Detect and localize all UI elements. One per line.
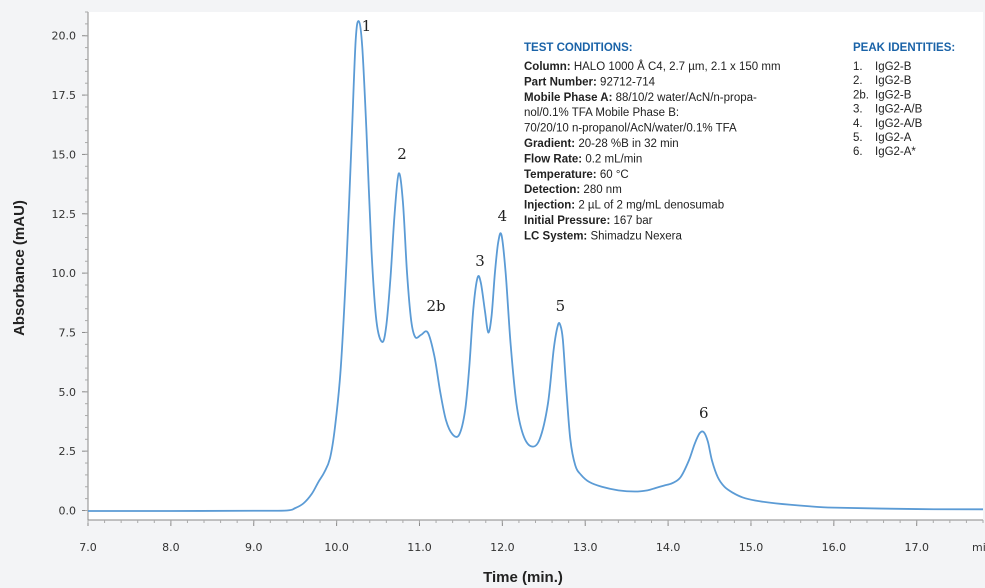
peak-identity-name: IgG2-B <box>875 75 912 87</box>
peak-identity-name: IgG2-A/B <box>875 104 923 116</box>
chromatogram-trace <box>87 20 984 512</box>
peak-identity-number: 4. <box>853 118 863 130</box>
peak-labels: 1 2 2b 3 4 5 6 <box>362 17 709 422</box>
x-tick-label: 16.0 <box>822 541 847 554</box>
y-tick-label: 5.0 <box>59 386 77 399</box>
peak-identities-lines: 1. IgG2-B 2. IgG2-B 2b. IgG2-B 3. IgG2-A/B 4. IgG… <box>853 61 923 158</box>
test-condition-line: LC System: Shimadzu Nexera <box>524 230 682 242</box>
test-conditions-heading: TEST CONDITIONS: <box>524 42 633 54</box>
x-tick-label: 9.0 <box>245 541 263 554</box>
test-condition-value: HALO 1000 Å C4, 2.7 µm, 2.1 x 150 mm <box>571 60 781 73</box>
test-condition-line: Mobile Phase A: 88/10/2 water/AcN/n-prop… <box>524 92 757 104</box>
y-tick-label: 7.5 <box>59 326 77 339</box>
test-condition-value: 2 µL of 2 mg/mL denosumab <box>575 200 724 212</box>
peak-identity-name: IgG2-B <box>875 61 912 73</box>
test-condition-line: nol/0.1% TFA Mobile Phase B: <box>524 107 679 119</box>
peak-identity-number: 1. <box>853 61 863 73</box>
x-tick-label: 10.0 <box>324 541 349 554</box>
test-condition-label: Injection: <box>524 200 575 212</box>
peak-identity-number: 5. <box>853 132 863 144</box>
peak-identity-number: 2. <box>853 75 863 87</box>
x-tick-label: 7.0 <box>79 541 97 554</box>
peak-label: 2 <box>397 145 407 163</box>
peak-label: 1 <box>362 17 372 35</box>
test-condition-label: Initial Pressure: <box>524 215 610 227</box>
test-condition-label: Gradient: <box>524 138 575 150</box>
test-condition-value: 0.2 mL/min <box>582 153 642 165</box>
test-conditions-panel: TEST CONDITIONS: Column: HALO 1000 Å C4,… <box>524 42 781 242</box>
axes: 7.0 8.0 9.0 10.0 11.0 12.0 13.0 14.0 15.0 16.0 17.… <box>52 11 984 554</box>
test-condition-label: Column: <box>524 61 571 73</box>
test-condition-value: 88/10/2 water/AcN/n-propa- <box>612 92 757 104</box>
x-tick-label: 14.0 <box>656 541 681 554</box>
test-condition-value: 70/20/10 n-propanol/AcN/water/0.1% TFA <box>524 123 737 135</box>
y-tick-label: 20.0 <box>52 30 77 43</box>
y-tick-label: 10.0 <box>52 267 77 280</box>
x-tick-label: 11.0 <box>407 541 432 554</box>
peak-identities-panel: PEAK IDENTITIES: 1. IgG2-B 2. IgG2-B 2b. IgG2… <box>853 42 955 158</box>
test-condition-label: Temperature: <box>524 169 597 181</box>
test-condition-value: Shimadzu Nexera <box>587 230 682 242</box>
test-condition-line: Detection: 280 nm <box>524 184 622 196</box>
test-condition-line: Flow Rate: 0.2 mL/min <box>524 153 642 165</box>
test-condition-line: Gradient: 20-28 %B in 32 min <box>524 138 679 150</box>
x-tick-label: 15.0 <box>739 541 764 554</box>
peak-identity-name: IgG2-A/B <box>875 118 923 130</box>
test-condition-value: 20-28 %B in 32 min <box>575 138 679 150</box>
test-condition-value: 60 °C <box>597 169 629 181</box>
test-condition-value: 280 nm <box>580 184 622 196</box>
peak-identity-number: 3. <box>853 104 863 116</box>
x-axis-unit: min <box>972 541 985 554</box>
y-tick-label: 15.0 <box>52 148 77 161</box>
peak-identity-number: 6. <box>853 146 863 158</box>
test-condition-line: Column: HALO 1000 Å C4, 2.7 µm, 2.1 x 15… <box>524 60 781 73</box>
test-condition-line: Temperature: 60 °C <box>524 169 629 181</box>
plot-series <box>87 20 984 512</box>
peak-label: 5 <box>556 297 566 315</box>
test-condition-label: Flow Rate: <box>524 153 582 165</box>
x-axis-title: Time (min.) <box>483 569 563 586</box>
peak-label: 2b <box>426 297 445 315</box>
test-condition-line: Part Number: 92712-714 <box>524 76 656 88</box>
peak-identity-name: IgG2-A* <box>875 146 916 158</box>
y-tick-label: 12.5 <box>52 208 77 221</box>
plot-area <box>88 12 983 520</box>
test-condition-line: Initial Pressure: 167 bar <box>524 215 653 227</box>
test-condition-label: LC System: <box>524 230 587 242</box>
test-condition-label: Part Number: <box>524 76 597 88</box>
test-condition-line: Injection: 2 µL of 2 mg/mL denosumab <box>524 200 724 212</box>
peak-identity-number: 2b. <box>853 89 869 101</box>
peak-label: 4 <box>498 207 508 225</box>
peak-identities-heading: PEAK IDENTITIES: <box>853 42 955 54</box>
test-condition-label: Detection: <box>524 184 580 196</box>
x-tick-label: 13.0 <box>573 541 598 554</box>
test-conditions-lines: Column: HALO 1000 Å C4, 2.7 µm, 2.1 x 15… <box>524 60 781 242</box>
peak-identity-name: IgG2-A <box>875 132 912 144</box>
peak-identity-name: IgG2-B <box>875 89 912 101</box>
test-condition-value: 92712-714 <box>597 76 656 88</box>
peak-label: 6 <box>699 404 709 422</box>
x-tick-label: 17.0 <box>904 541 929 554</box>
test-condition-value: 167 bar <box>610 215 652 227</box>
y-axis-title: Absorbance (mAU) <box>11 200 28 336</box>
y-tick-label: 17.5 <box>52 89 77 102</box>
test-condition-line: 70/20/10 n-propanol/AcN/water/0.1% TFA <box>524 123 737 135</box>
y-tick-label: 0.0 <box>59 505 77 518</box>
test-condition-label: Mobile Phase A: <box>524 92 612 104</box>
test-condition-value: nol/0.1% TFA Mobile Phase B: <box>524 107 679 119</box>
x-tick-label: 8.0 <box>162 541 180 554</box>
x-tick-label: 12.0 <box>490 541 515 554</box>
peak-label: 3 <box>475 252 485 270</box>
y-tick-label: 2.5 <box>59 445 77 458</box>
